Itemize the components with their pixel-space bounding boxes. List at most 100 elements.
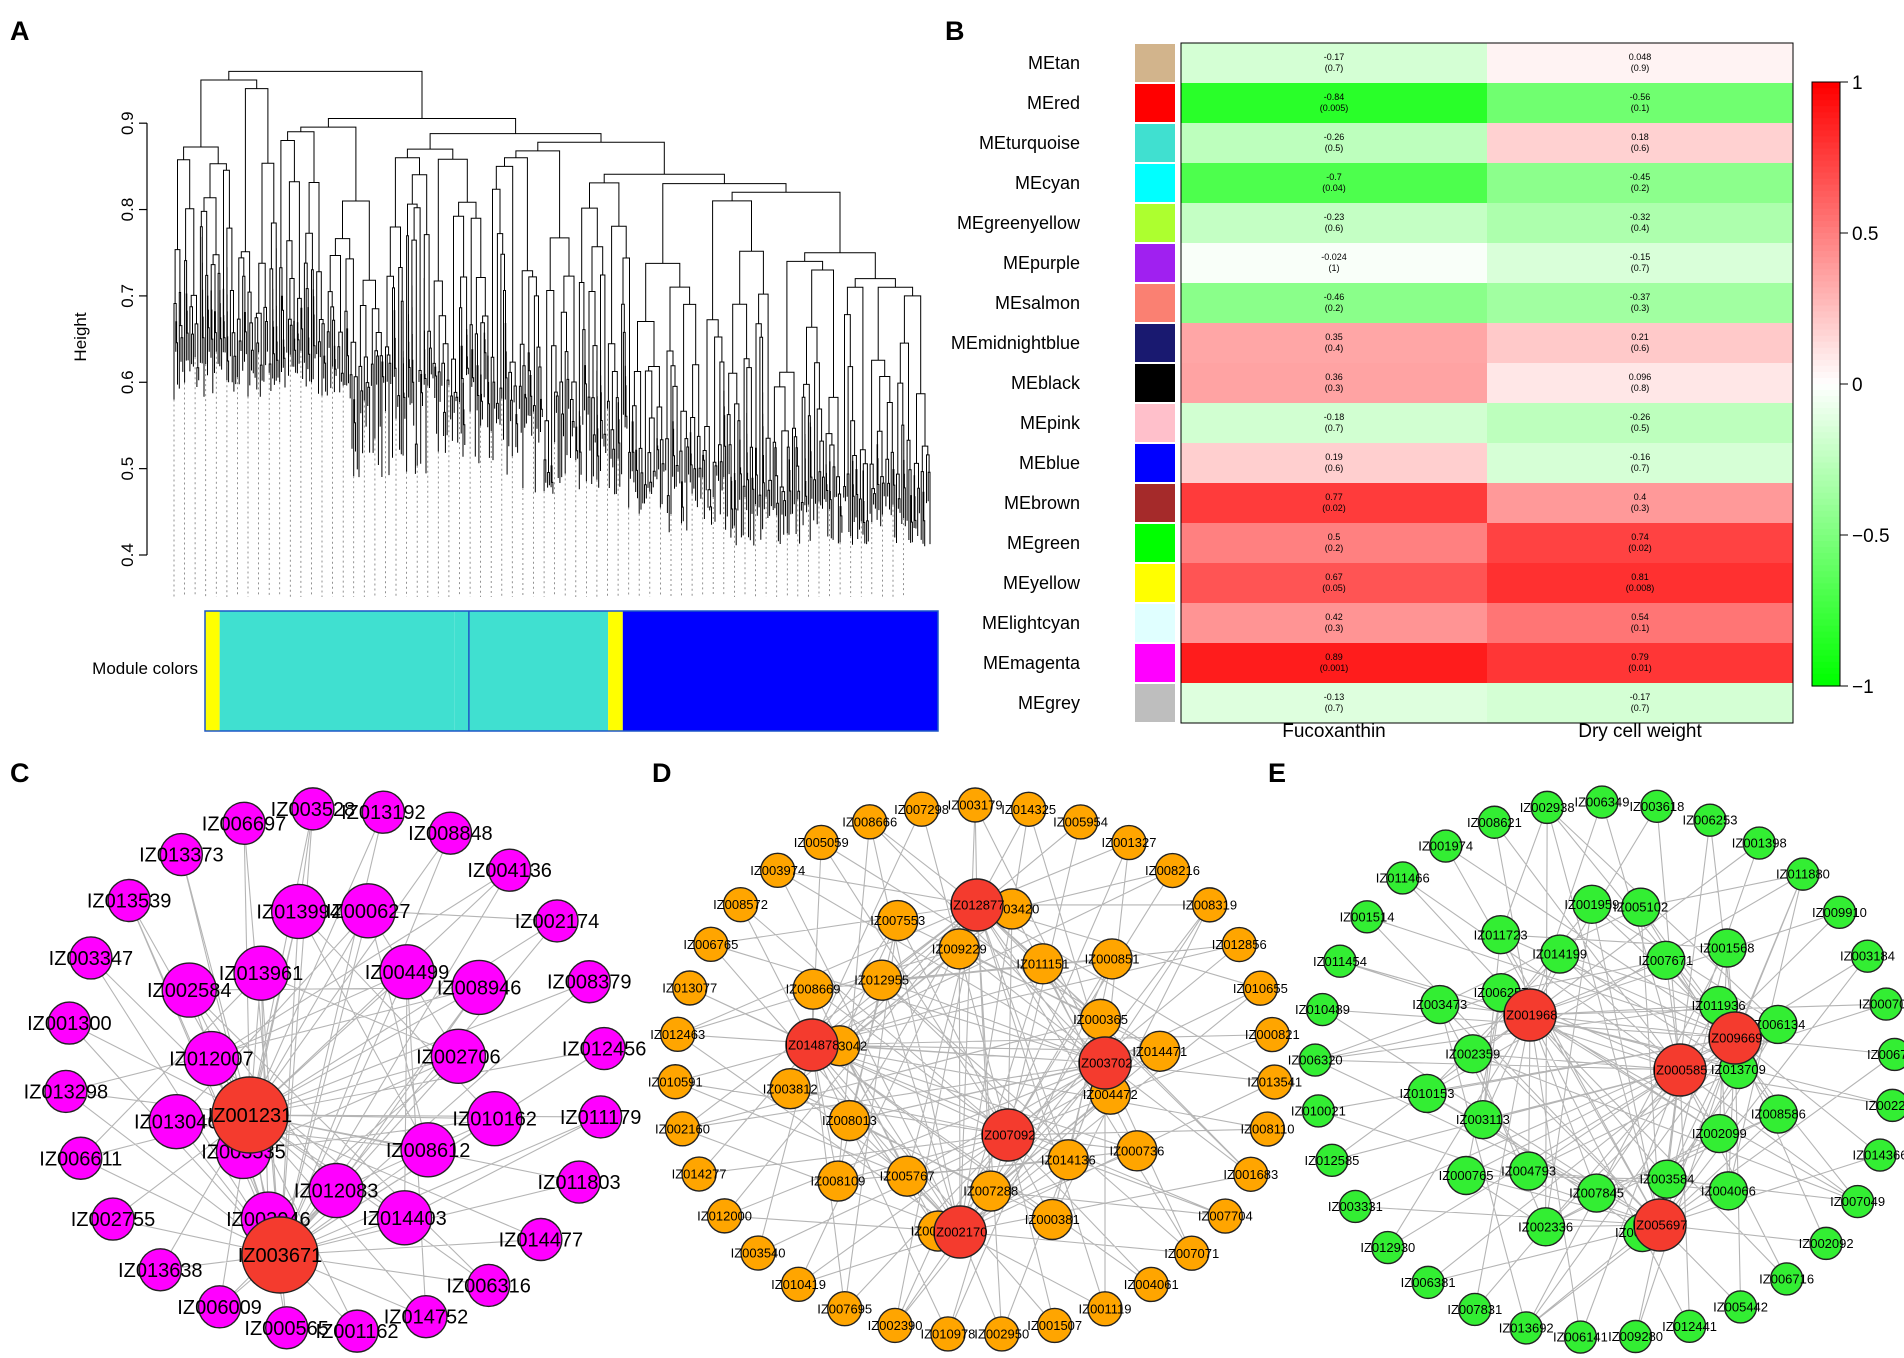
- network-node: [877, 1307, 913, 1344]
- network-node: [938, 928, 980, 970]
- network-node: [161, 962, 217, 1018]
- cell-correlation: -0.56: [1630, 92, 1651, 102]
- cell-pvalue: (0.02): [1628, 543, 1652, 553]
- module-swatch-MEtan: [1135, 44, 1175, 82]
- heat-cell: [1181, 363, 1487, 403]
- network-node-label: IZ011454: [1313, 954, 1367, 969]
- network-node-label: IZ002359: [1445, 1046, 1500, 1061]
- network-node: [1875, 1088, 1904, 1123]
- colorbar-step: [1812, 124, 1840, 131]
- colorbar-step: [1812, 486, 1840, 494]
- colorbar-step: [1812, 305, 1840, 313]
- panel-label-c: C: [10, 758, 30, 788]
- network-node: [376, 1190, 433, 1246]
- module-color-segment: [454, 611, 609, 731]
- colorbar-step: [1812, 649, 1840, 657]
- row-label-MEgrey: MEgrey: [1018, 693, 1080, 713]
- network-node: [361, 790, 406, 834]
- colorbar-step: [1812, 426, 1840, 433]
- network-node: [706, 1198, 743, 1234]
- colorbar-tick-label: 0.5: [1852, 224, 1878, 245]
- colorbar-step: [1812, 214, 1840, 222]
- network-node-label: IZ014366: [1853, 1148, 1904, 1163]
- network-node-label: IZ011466: [1376, 871, 1430, 886]
- network-node-label: IZ003179: [948, 798, 1003, 813]
- network-node: [340, 883, 396, 939]
- colorbar-step: [1812, 541, 1840, 548]
- colorbar-step: [1812, 384, 1840, 391]
- network-node: [1233, 1156, 1269, 1192]
- network-node: [877, 899, 919, 942]
- colorbar-step: [1812, 136, 1840, 143]
- network-node-label: IZ006381: [1401, 1275, 1456, 1290]
- network-node-label: IZ000702: [1859, 997, 1904, 1012]
- network-node: [886, 1155, 928, 1197]
- network-node: [930, 1316, 966, 1352]
- network-node: [828, 1099, 871, 1142]
- network-node: [519, 1217, 563, 1262]
- row-label-MEblack: MEblack: [1011, 373, 1081, 393]
- colorbar-step: [1812, 377, 1840, 385]
- cell-correlation: 0.74: [1631, 532, 1649, 542]
- cell-pvalue: (0.02): [1322, 503, 1346, 513]
- network-node-label: IZ011179: [560, 1107, 642, 1129]
- network-node-label: IZ008666: [842, 814, 897, 829]
- network-node: [1116, 1130, 1158, 1172]
- network-node: [1463, 1099, 1503, 1140]
- network-node: [1572, 884, 1612, 924]
- network-node-label: IZ002755: [71, 1209, 156, 1231]
- network-node: [211, 1076, 289, 1154]
- colorbar-step: [1812, 106, 1840, 113]
- network-node-label: IZ009229: [932, 941, 987, 956]
- module-swatch-MEturquoise: [1135, 124, 1175, 162]
- network-node-label: IZ007845: [1569, 1186, 1624, 1201]
- network-node: [335, 1309, 379, 1353]
- cell-pvalue: (0.2): [1631, 183, 1650, 193]
- network-node-label: IZ001974: [1418, 839, 1473, 854]
- network-node-label: IZ007695: [817, 1301, 872, 1316]
- heat-cell: [1181, 83, 1487, 123]
- network-node: [183, 1030, 240, 1087]
- network-node: [1863, 1138, 1897, 1172]
- colorbar-step: [1812, 522, 1840, 530]
- network-node-label: IZ005954: [1053, 814, 1108, 829]
- network-node-label: IZ010978: [920, 1326, 975, 1341]
- network-node-label: IZ001968: [1503, 1008, 1558, 1023]
- network-node: [487, 848, 532, 892]
- network-node-label: IZ007298: [894, 802, 949, 817]
- cell-pvalue: (0.7): [1325, 423, 1344, 433]
- network-node-label: IZ003974: [750, 863, 805, 878]
- network-node: [1693, 803, 1727, 837]
- network-node: [1480, 915, 1521, 955]
- heat-cell: [1487, 563, 1793, 603]
- network-node: [1338, 1189, 1373, 1224]
- cell-pvalue: (0.1): [1631, 623, 1650, 633]
- network-node: [1540, 934, 1580, 974]
- colorbar-step: [1812, 293, 1840, 301]
- cell-pvalue: (0.7): [1631, 263, 1650, 273]
- heat-cell: [1487, 283, 1793, 323]
- network-node-label: IZ013638: [118, 1260, 203, 1282]
- cell-pvalue: (0.7): [1325, 703, 1344, 713]
- cell-pvalue: (0.3): [1325, 383, 1344, 393]
- cell-correlation: -0.46: [1324, 292, 1345, 302]
- row-label-MEmidnightblue: MEmidnightblue: [951, 333, 1080, 353]
- colorbar-step: [1812, 154, 1840, 162]
- colorbar-step: [1812, 631, 1840, 639]
- row-label-MEmagenta: MEmagenta: [983, 653, 1081, 673]
- colorbar-step: [1812, 172, 1840, 180]
- network-node-label: IZ006765: [683, 937, 738, 952]
- cell-pvalue: (0.6): [1325, 463, 1344, 473]
- colorbar-step: [1812, 94, 1840, 101]
- network-node: [148, 1093, 204, 1150]
- network-node: [44, 1069, 88, 1114]
- cell-pvalue: (0.6): [1325, 223, 1344, 233]
- network-node-label: IZ010021: [1291, 1103, 1346, 1118]
- network-node: [466, 1091, 523, 1147]
- cell-pvalue: (0.001): [1320, 663, 1349, 673]
- network-node: [827, 1291, 863, 1327]
- dendrogram-y-label: Height: [71, 312, 90, 361]
- colorbar-step: [1812, 498, 1840, 506]
- heat-cell: [1487, 643, 1793, 683]
- network-node-label: IZ000381: [1025, 1212, 1080, 1227]
